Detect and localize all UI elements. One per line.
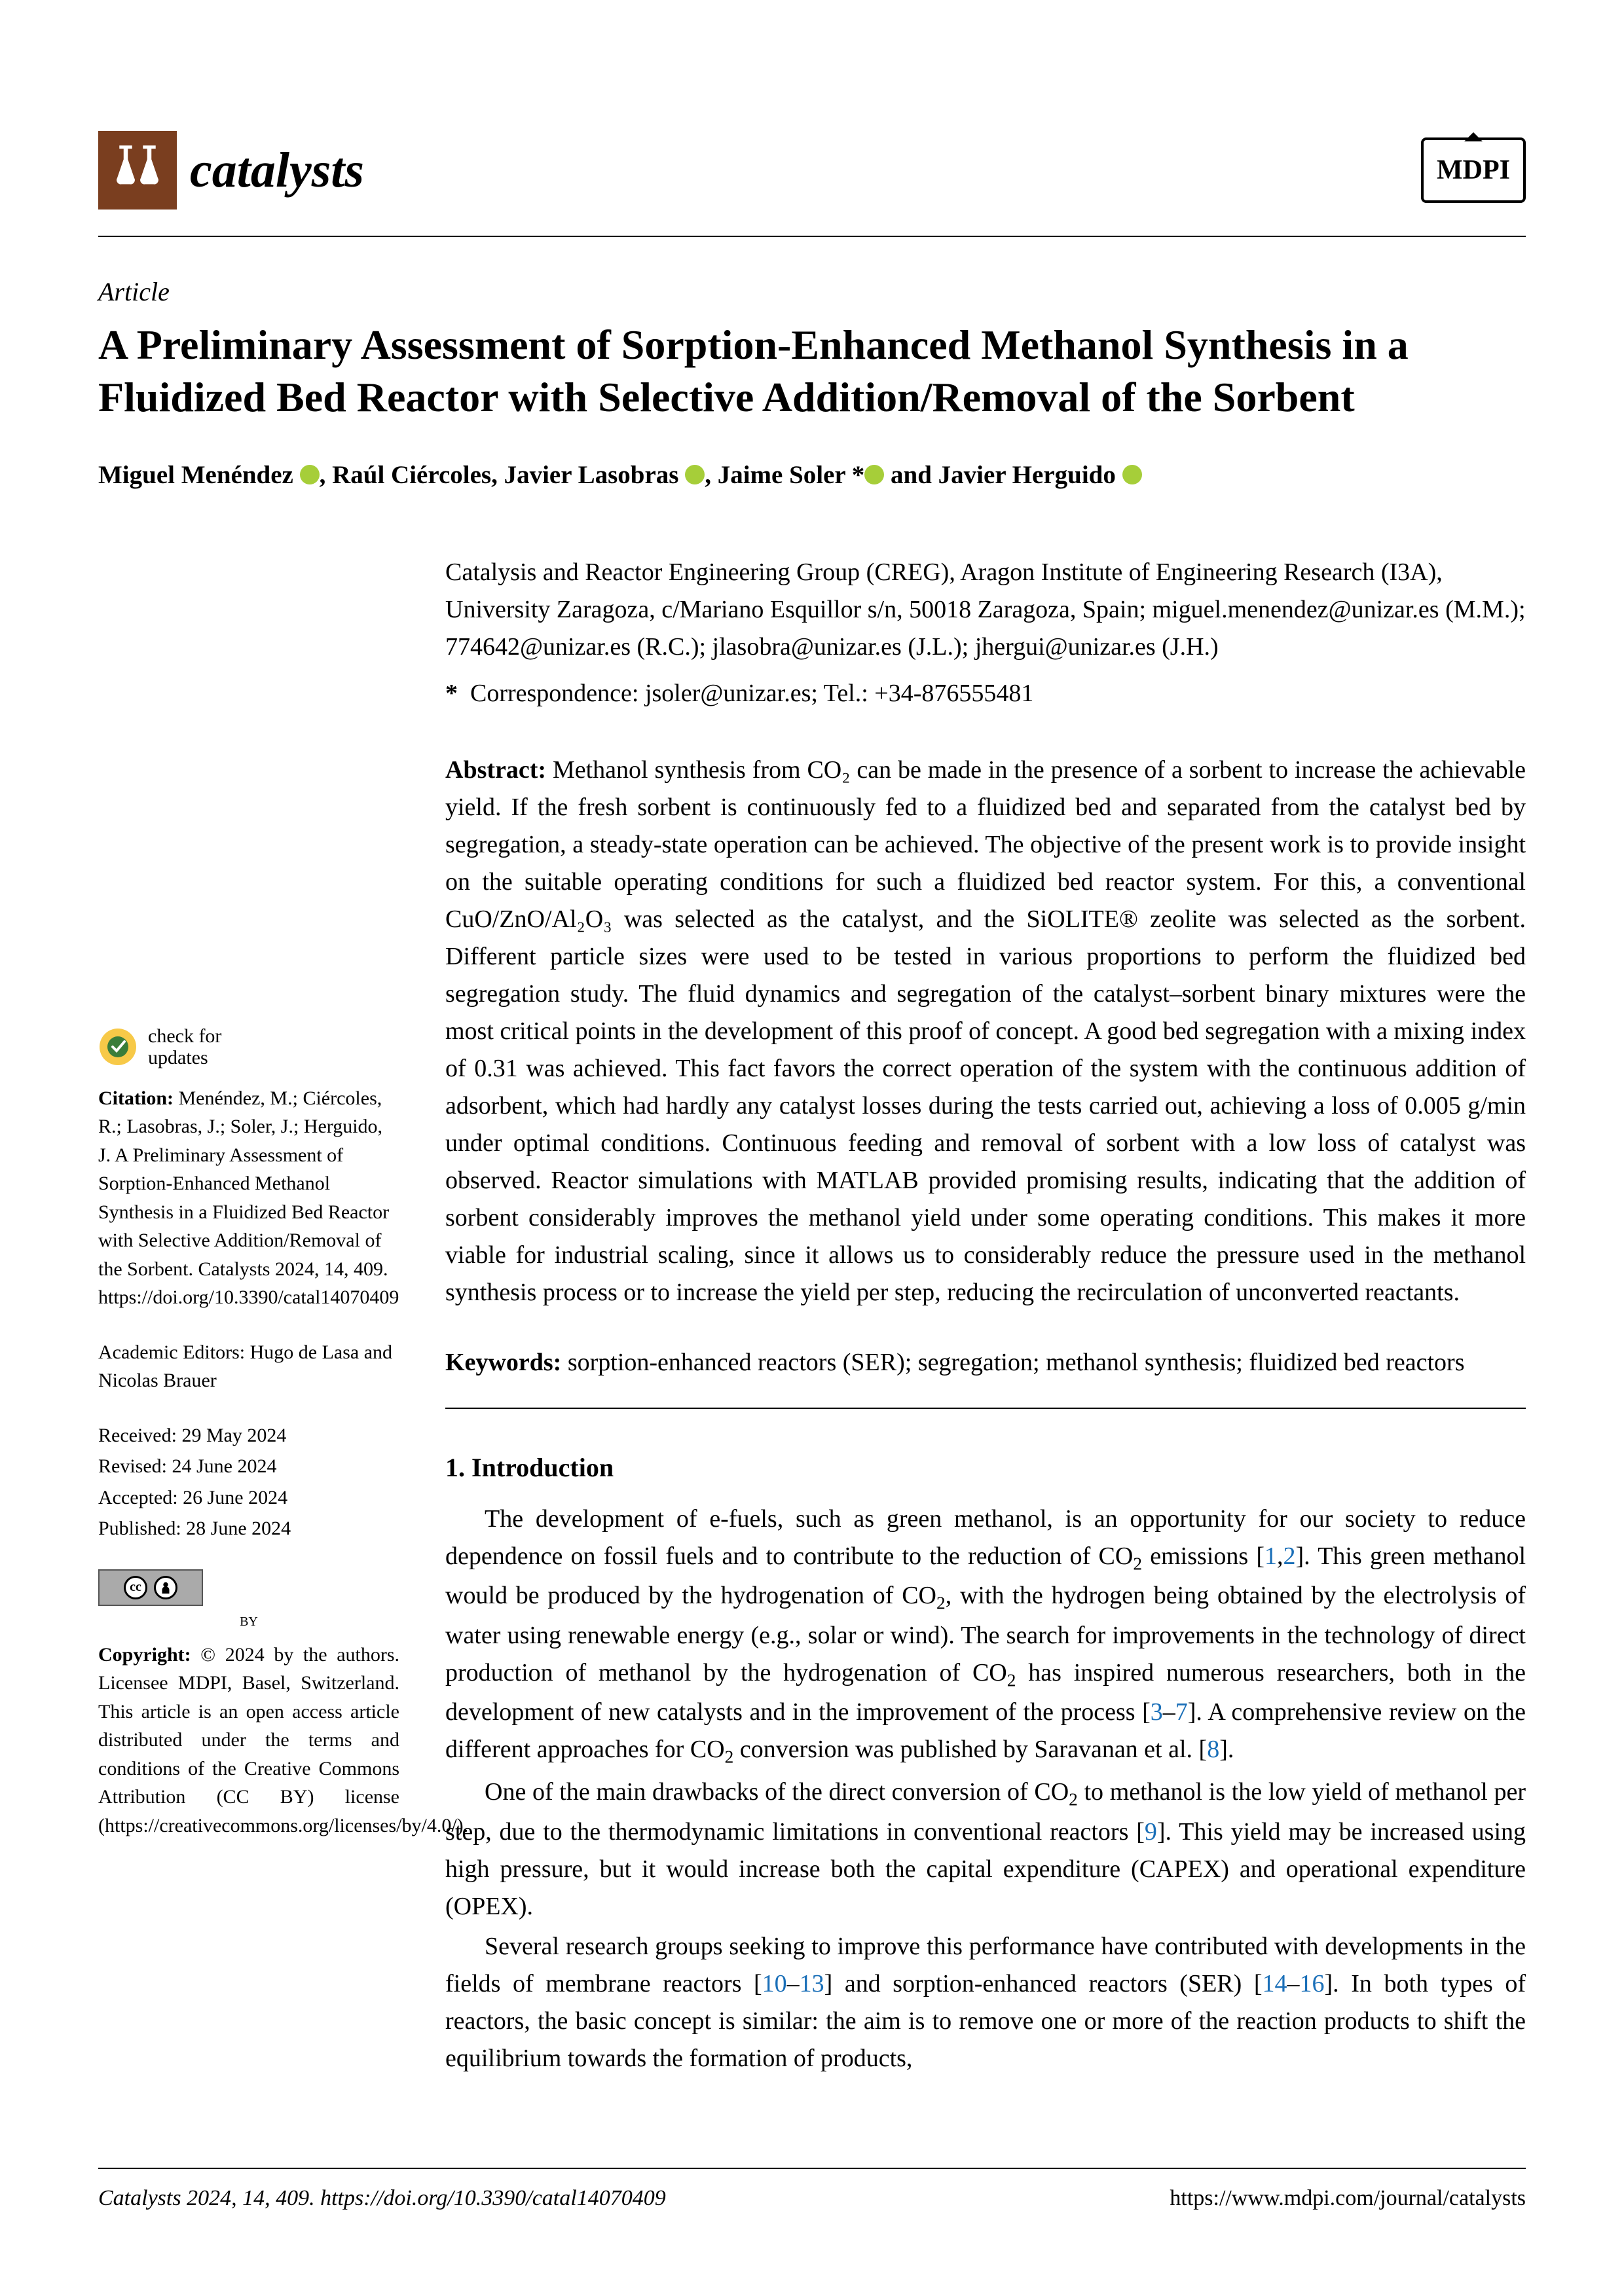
footer-right[interactable]: https://www.mdpi.com/journal/catalysts <box>1170 2186 1526 2211</box>
copyright-block: Copyright: © 2024 by the authors. Licens… <box>98 1641 399 1840</box>
citation-label: Citation: <box>98 1087 174 1109</box>
article-title: A Preliminary Assessment of Sorption-Enh… <box>98 319 1526 424</box>
cite-10[interactable]: 10 <box>762 1970 787 1997</box>
check-updates-label: check for updates <box>148 1025 221 1068</box>
main-column: Catalysis and Reactor Engineering Group … <box>445 554 1526 2080</box>
cc-by-badge[interactable]: cc <box>98 1569 203 1606</box>
copyright-text: © 2024 by the authors. Licensee MDPI, Ba… <box>98 1644 468 1836</box>
cite-1[interactable]: 1 <box>1264 1542 1277 1570</box>
article-type: Article <box>98 276 1526 307</box>
abstract-text: Methanol synthesis from CO₂ can be made … <box>445 756 1526 1306</box>
cite-16[interactable]: 16 <box>1300 1970 1325 1997</box>
mdpi-logo: MDPI <box>1421 137 1526 203</box>
check-updates-icon <box>98 1027 138 1066</box>
check-updates-badge[interactable]: check for updates <box>98 1025 399 1068</box>
flask-icon <box>98 131 177 210</box>
keywords-label: Keywords: <box>445 1349 561 1376</box>
footer-left: Catalysts 2024, 14, 409. https://doi.org… <box>98 2186 666 2211</box>
affiliation: Catalysis and Reactor Engineering Group … <box>445 554 1526 666</box>
dates-block: Received: 29 May 2024 Revised: 24 June 2… <box>98 1421 399 1543</box>
citation-text: Menéndez, M.; Ciércoles, R.; Lasobras, J… <box>98 1087 399 1309</box>
cite-2[interactable]: 2 <box>1283 1542 1296 1570</box>
by-icon <box>154 1576 177 1599</box>
cite-3[interactable]: 3 <box>1151 1698 1163 1726</box>
intro-para-3: Several research groups seeking to impro… <box>445 1928 1526 2077</box>
citation-block: Citation: Menéndez, M.; Ciércoles, R.; L… <box>98 1084 399 1312</box>
journal-logo: catalysts <box>98 131 364 210</box>
date-published: Published: 28 June 2024 <box>98 1514 399 1543</box>
authors: Miguel Menéndez , Raúl Ciércoles, Javier… <box>98 456 1526 495</box>
keywords-text: sorption-enhanced reactors (SER); segreg… <box>568 1349 1465 1376</box>
header: catalysts MDPI <box>98 131 1526 210</box>
date-received: Received: 29 May 2024 <box>98 1421 399 1450</box>
cc-icon: cc <box>124 1576 147 1599</box>
intro-para-1: The development of e-fuels, such as gree… <box>445 1501 1526 1772</box>
header-rule <box>98 236 1526 237</box>
journal-name: catalysts <box>190 142 364 199</box>
correspondence: * Correspondence: jsoler@unizar.es; Tel.… <box>445 675 1526 712</box>
intro-para-2: One of the main drawbacks of the direct … <box>445 1774 1526 1925</box>
cite-14[interactable]: 14 <box>1263 1970 1287 1997</box>
sidebar: check for updates Citation: Menéndez, M.… <box>98 554 399 2080</box>
academic-editors: Academic Editors: Hugo de Lasa and Nicol… <box>98 1338 399 1395</box>
date-revised: Revised: 24 June 2024 <box>98 1452 399 1481</box>
abstract-label: Abstract: <box>445 756 546 784</box>
copyright-label: Copyright: <box>98 1644 191 1666</box>
abstract: Abstract: Methanol synthesis from CO₂ ca… <box>445 752 1526 1311</box>
by-label: BY <box>98 1613 399 1631</box>
section-rule <box>445 1408 1526 1409</box>
cite-9[interactable]: 9 <box>1145 1818 1157 1846</box>
cite-8[interactable]: 8 <box>1207 1736 1219 1763</box>
cite-7[interactable]: 7 <box>1175 1698 1188 1726</box>
cite-13[interactable]: 13 <box>800 1970 824 1997</box>
correspondence-text: Correspondence: jsoler@unizar.es; Tel.: … <box>470 680 1033 707</box>
date-accepted: Accepted: 26 June 2024 <box>98 1484 399 1512</box>
keywords: Keywords: sorption-enhanced reactors (SE… <box>445 1344 1526 1381</box>
footer: Catalysts 2024, 14, 409. https://doi.org… <box>98 2168 1526 2211</box>
section-1-heading: 1. Introduction <box>445 1448 1526 1487</box>
